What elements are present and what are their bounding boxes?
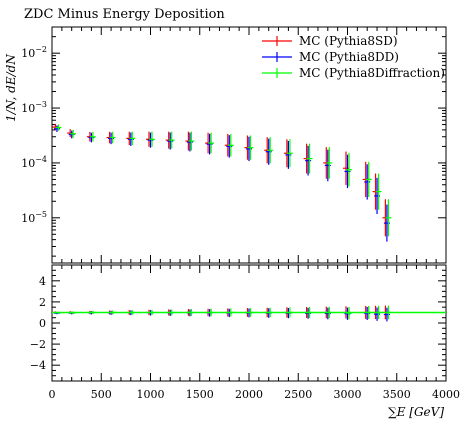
y-tick-label: 10−3 bbox=[21, 100, 47, 115]
ratio-tick-label: −2 bbox=[30, 338, 46, 351]
ratio-tick-label: 0 bbox=[39, 317, 46, 330]
x-tick-label: 4000 bbox=[432, 388, 460, 401]
legend-label: MC (Pythia8Diffraction) bbox=[299, 66, 445, 80]
ratio-tick-label: −4 bbox=[30, 359, 46, 372]
y-axis-label: 1/N, dE/dN bbox=[4, 54, 18, 122]
y-tick-label: 10−4 bbox=[21, 155, 47, 170]
x-tick-label: 500 bbox=[91, 388, 112, 401]
legend-label: MC (Pythia8SD) bbox=[299, 34, 398, 48]
x-tick-label: 2000 bbox=[235, 388, 263, 401]
x-tick-label: 2500 bbox=[284, 388, 312, 401]
x-tick-label: 3500 bbox=[383, 388, 411, 401]
series-2 bbox=[53, 125, 390, 322]
y-tick-label: 10−5 bbox=[21, 210, 47, 225]
x-tick-label: 1500 bbox=[186, 388, 214, 401]
ratio-plot-frame bbox=[51, 264, 447, 382]
ratio-tick-label: 2 bbox=[39, 296, 46, 309]
x-axis-label: ∑E [GeV] bbox=[388, 405, 444, 419]
y-tick-label: 10−2 bbox=[21, 45, 47, 60]
x-tick-label: 0 bbox=[49, 388, 56, 401]
x-tick-label: 3000 bbox=[334, 388, 362, 401]
chart-title: ZDC Minus Energy Deposition bbox=[24, 7, 225, 22]
ratio-tick-label: 4 bbox=[39, 275, 46, 288]
series-1 bbox=[52, 123, 389, 320]
series-3 bbox=[55, 124, 392, 320]
legend-label: MC (Pythia8DD) bbox=[299, 50, 399, 64]
x-tick-label: 1000 bbox=[137, 388, 165, 401]
